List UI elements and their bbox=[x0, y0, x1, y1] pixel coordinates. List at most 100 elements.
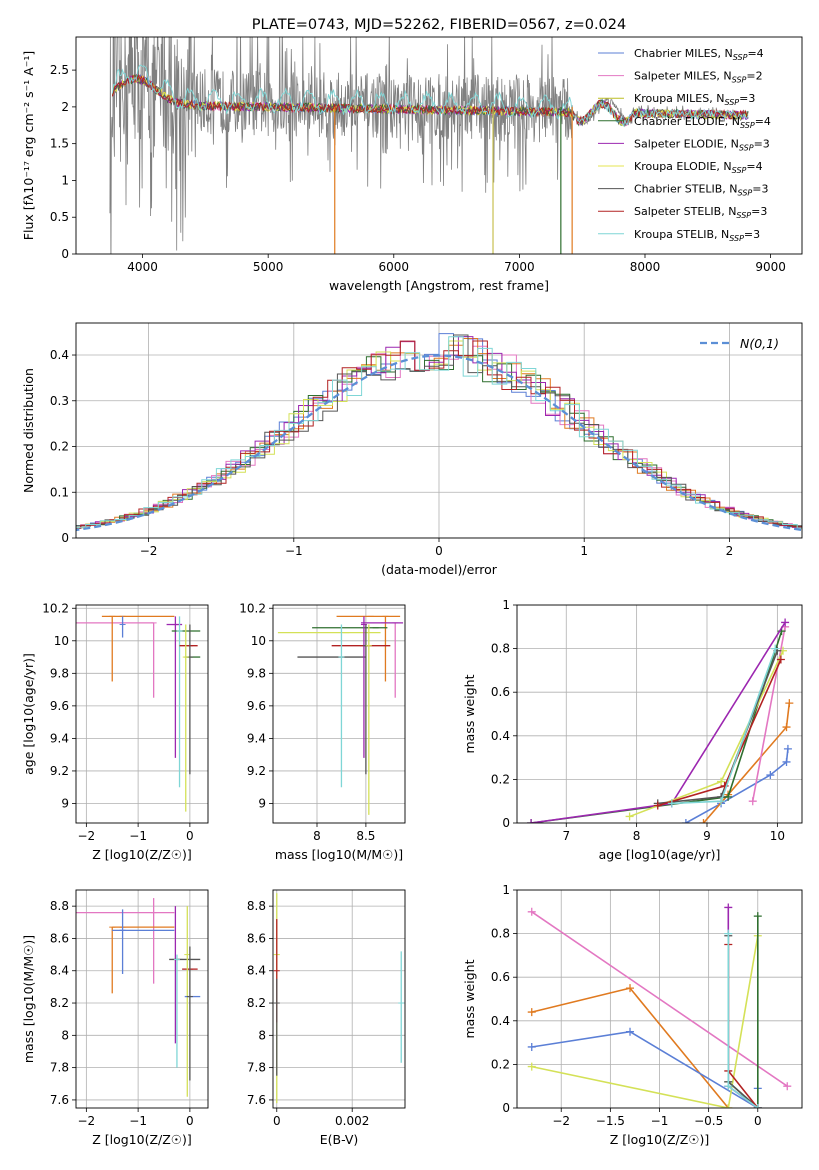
plot-area bbox=[76, 323, 802, 538]
y-tick-label: 0.2 bbox=[491, 772, 510, 786]
y-tick-label: 1.5 bbox=[50, 137, 69, 151]
y-tick-label: 0 bbox=[502, 1101, 510, 1115]
data-point bbox=[625, 812, 634, 821]
y-tick-label: 9.4 bbox=[50, 731, 69, 745]
legend-value: =2 bbox=[746, 70, 762, 83]
data-spectrum bbox=[109, 37, 749, 254]
x-tick-label: 8 bbox=[313, 829, 321, 843]
legend-value: =3 bbox=[754, 137, 770, 150]
y-tick-label: 8.2 bbox=[50, 996, 69, 1010]
x-tick-label: −1 bbox=[129, 829, 147, 843]
x-tick-label: −1 bbox=[285, 544, 303, 558]
x-tick-label: −1 bbox=[651, 1114, 669, 1128]
y-tick-label: 7.6 bbox=[247, 1093, 266, 1107]
x-tick-label: 8000 bbox=[630, 260, 661, 274]
x-tick-label: 1 bbox=[580, 544, 588, 558]
axes-frame bbox=[272, 889, 406, 1109]
panel-mass-weight-vs-age: 7 8 9 10 0 0.2 0.4 0.6 0.8 1 age [log10(age/yr)] ma… bbox=[462, 598, 803, 862]
chart-title: PLATE=0743, MJD=52262, FIBERID=0567, z=0… bbox=[252, 17, 626, 33]
plot-area bbox=[76, 890, 208, 1108]
data-point bbox=[527, 1062, 536, 1071]
y-tick-label: 0.2 bbox=[50, 440, 69, 454]
y-tick-label: 9.2 bbox=[50, 764, 69, 778]
data-point bbox=[667, 799, 676, 808]
y-tick-label: 10.2 bbox=[42, 601, 69, 615]
panels: 4000 5000 6000 7000 8000 900000.511.522.5wave… bbox=[21, 17, 803, 1147]
x-tick-label: 9 bbox=[703, 829, 711, 843]
plot-area bbox=[273, 890, 405, 1108]
y-tick-label: 1 bbox=[61, 173, 69, 187]
x-tick-label: 0 bbox=[273, 1114, 281, 1128]
data-point bbox=[699, 819, 708, 823]
axes-frame bbox=[75, 36, 803, 255]
legend-subscript: SSP bbox=[732, 76, 747, 85]
data-point bbox=[717, 777, 726, 786]
normal-curve bbox=[76, 354, 802, 532]
data-point bbox=[783, 1082, 792, 1091]
y-tick-label: 9.8 bbox=[50, 666, 69, 680]
x-tick-label: −0.5 bbox=[694, 1114, 723, 1128]
y-tick-label: 0 bbox=[61, 247, 69, 261]
legend-subscript: SSP bbox=[732, 166, 747, 175]
y-tick-label: 0.1 bbox=[50, 485, 69, 499]
legend-entry: Chabrier ELODIE, NSSP=4 bbox=[634, 115, 771, 130]
legend-subscript: SSP bbox=[740, 121, 755, 130]
y-axis-label: Flux [fλ10⁻¹⁷ erg cm⁻² s⁻¹ A⁻¹] bbox=[21, 51, 36, 240]
y-tick-label: 8.4 bbox=[247, 964, 266, 978]
x-tick-label: 2 bbox=[726, 544, 734, 558]
y-tick-label: 0.2 bbox=[491, 1057, 510, 1071]
x-tick-label: 5000 bbox=[253, 260, 284, 274]
x-tick-label: 10 bbox=[770, 829, 785, 843]
legend-entry: Salpeter MILES, NSSP=2 bbox=[634, 70, 763, 85]
panel-mass-weight-vs-Z: −2 −1.5 −1 −0.5 0 0 0.2 0.4 0.6 0.8 1 Z [log10(Z/Z☉… bbox=[462, 883, 803, 1147]
legend-subscript: SSP bbox=[733, 53, 748, 62]
y-tick-label: 8.4 bbox=[50, 964, 69, 978]
axes-frame bbox=[75, 889, 209, 1109]
x-tick-label: −2 bbox=[78, 829, 96, 843]
panel-spectrum: 4000 5000 6000 7000 8000 9000 0 0.5 1 1.5 2 2.5 wave… bbox=[21, 17, 803, 293]
axes-frame bbox=[272, 604, 406, 824]
axes-frame bbox=[516, 604, 803, 824]
data-point bbox=[527, 1042, 536, 1051]
y-tick-label: 9.6 bbox=[50, 699, 69, 713]
x-tick-label: −2 bbox=[78, 1114, 96, 1128]
plot-area bbox=[273, 605, 405, 823]
legend-value: =4 bbox=[746, 160, 762, 173]
y-tick-label: 9.8 bbox=[247, 666, 266, 680]
y-tick-label: 8.8 bbox=[247, 899, 266, 913]
legend-value: =3 bbox=[751, 205, 767, 218]
legend-value: =4 bbox=[755, 115, 771, 128]
y-tick-label: 9.4 bbox=[247, 731, 266, 745]
axes-frame bbox=[75, 322, 803, 539]
data-point bbox=[724, 903, 733, 912]
y-tick-label: 9.6 bbox=[247, 699, 266, 713]
legend-value: =3 bbox=[739, 92, 755, 105]
y-tick-label: 9 bbox=[61, 796, 69, 810]
plot-area bbox=[76, 605, 208, 823]
series-line bbox=[531, 911, 788, 1087]
axes-frame bbox=[516, 889, 803, 1109]
model-line bbox=[111, 64, 749, 127]
data-point bbox=[724, 792, 733, 801]
y-axis-label: mass weight bbox=[462, 959, 477, 1038]
data-point bbox=[527, 907, 536, 916]
series-line bbox=[531, 935, 759, 1108]
y-tick-label: 8.6 bbox=[50, 931, 69, 945]
data-point bbox=[753, 912, 762, 921]
y-tick-label: 10.2 bbox=[239, 601, 266, 615]
data-point bbox=[724, 929, 733, 938]
data-point bbox=[724, 1104, 733, 1108]
y-tick-label: 8.6 bbox=[247, 931, 266, 945]
y-tick-label: 8 bbox=[61, 1028, 69, 1042]
legend-value: =3 bbox=[744, 228, 760, 241]
y-axis-label: Normed distribution bbox=[21, 368, 36, 493]
data-point bbox=[776, 655, 785, 664]
x-tick-label: 0 bbox=[435, 544, 443, 558]
x-tick-label: −2 bbox=[552, 1114, 570, 1128]
x-tick-label: 0 bbox=[186, 829, 194, 843]
data-point bbox=[785, 699, 794, 708]
data-point bbox=[681, 819, 690, 823]
data-point bbox=[527, 1008, 536, 1017]
y-tick-label: 0.8 bbox=[491, 927, 510, 941]
x-axis-label: Z [log10(Z/Z☉)] bbox=[92, 847, 192, 862]
